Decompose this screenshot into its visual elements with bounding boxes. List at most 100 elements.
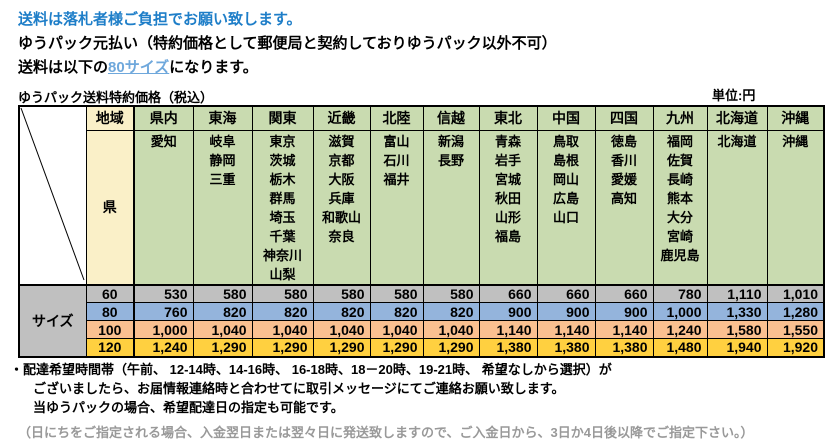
notice-line-yupack: ゆうパック元払い（特約価格として郵便局と契約しておりゆうパック以外不可） xyxy=(18,35,557,52)
prefecture-list: 東京 茨城 栃木 群馬 埼玉 千葉 神奈川 山梨 xyxy=(251,129,314,285)
price-cell: 1,290 xyxy=(369,338,424,357)
notice-size-prefix: 送料は以下の xyxy=(18,59,109,76)
price-cell: 580 xyxy=(422,283,480,303)
prefecture-list: 滋賀 京都 大阪 兵庫 和歌山 奈良 xyxy=(312,129,371,285)
notice-size-suffix: になります。 xyxy=(169,59,258,76)
price-cell: 1,140 xyxy=(478,320,538,339)
price-cell: 1,290 xyxy=(251,338,314,357)
prefecture-list: 福岡 佐賀 長崎 熊本 大分 宮崎 鹿児島 xyxy=(652,129,708,285)
prefecture-list: 沖縄 xyxy=(766,129,825,285)
prefecture-list: 青森 岩手 宮城 秋田 山形 福島 xyxy=(478,129,538,285)
shipping-notice: 送料は落札者様ご負担でお願い致します。 ゆうパック元払い（特約価格として郵便局と… xyxy=(18,8,557,80)
note-line-date-option: 当ゆうパックの場合、希望配達日の指定も可能です。 xyxy=(33,400,344,415)
shipping-price-table: 地域 県内 東海 関東 近畿 北陸 信越 東北 中国 四国 九州 北海道 沖縄 … xyxy=(18,105,825,358)
region-header: 九州 xyxy=(652,105,708,131)
price-cell: 1,330 xyxy=(706,302,768,321)
size-label: 80 xyxy=(85,302,135,321)
prefecture-list: 北海道 xyxy=(706,129,768,285)
price-cell: 900 xyxy=(478,302,538,321)
region-header-row: 地域 県内 東海 関東 近畿 北陸 信越 東北 中国 四国 九州 北海道 沖縄 xyxy=(18,105,825,285)
price-cell: 660 xyxy=(594,283,654,303)
region-header: 信越 xyxy=(422,105,480,131)
region-header: 北海道 xyxy=(706,105,768,131)
price-cell: 820 xyxy=(422,302,480,321)
price-cell: 1,550 xyxy=(766,320,825,339)
price-cell: 660 xyxy=(536,283,596,303)
prefecture-list: 富山 石川 福井 xyxy=(369,129,424,285)
price-cell: 580 xyxy=(192,283,253,303)
size-label: 100 xyxy=(85,320,135,339)
size-row-120: 120 1,240 1,290 1,290 1,290 1,290 1,290 … xyxy=(19,338,825,357)
prefecture-list: 鳥取 島根 岡山 広島 山口 xyxy=(536,129,596,285)
region-header: 四国 xyxy=(594,105,654,131)
price-cell: 1,290 xyxy=(422,338,480,357)
region-header: 関東 xyxy=(251,105,314,131)
corner-diagonal-cell xyxy=(18,105,87,285)
price-cell: 1,480 xyxy=(652,338,708,357)
price-cell: 1,010 xyxy=(766,283,825,303)
region-header: 近畿 xyxy=(312,105,371,131)
notice-line-buyer-pays: 送料は落札者様ご負担でお願い致します。 xyxy=(18,11,302,28)
size-row-60: サイズ 60 530 580 580 580 580 580 660 660 6… xyxy=(18,283,825,357)
region-header: 中国 xyxy=(536,105,596,131)
size-row-100: 100 1,000 1,040 1,040 1,040 1,040 1,040 … xyxy=(19,320,825,339)
price-cell: 1,040 xyxy=(312,320,371,339)
price-cell: 1,240 xyxy=(133,338,194,357)
size-80-link[interactable]: 80サイズ xyxy=(108,59,170,76)
price-cell: 820 xyxy=(312,302,371,321)
notice-line-size: 送料は以下の80サイズになります。 xyxy=(18,56,557,80)
price-cell: 1,000 xyxy=(133,320,194,339)
price-cell: 1,040 xyxy=(422,320,480,339)
price-cell: 1,380 xyxy=(594,338,654,357)
size-label: 60 xyxy=(85,283,135,303)
price-cell: 580 xyxy=(312,283,371,303)
price-cell: 900 xyxy=(594,302,654,321)
price-cell: 900 xyxy=(536,302,596,321)
note-line-timeslots: ・配達希望時間帯（午前、 12-14時、14-16時、 16-18時、18－20… xyxy=(10,362,612,377)
prefecture-list: 愛知 xyxy=(133,129,194,285)
price-cell: 1,040 xyxy=(192,320,253,339)
price-cell: 1,290 xyxy=(312,338,371,357)
price-cell: 1,280 xyxy=(766,302,825,321)
price-cell: 1,290 xyxy=(192,338,253,357)
delivery-notes: ・配達希望時間帯（午前、 12-14時、14-16時、 16-18時、18－20… xyxy=(10,360,753,442)
price-cell: 1,240 xyxy=(652,320,708,339)
price-cell: 780 xyxy=(652,283,708,303)
price-cell: 580 xyxy=(251,283,314,303)
prefecture-list: 徳島 香川 愛媛 高知 xyxy=(594,129,654,285)
price-cell: 1,140 xyxy=(594,320,654,339)
note-line-contact: ございましたら、お届情報連絡時と合わせてに取引メッセージにてご連絡お願い致します… xyxy=(33,381,565,396)
table-title: ゆうパック送料特約価格（税込） xyxy=(18,90,214,105)
price-cell: 580 xyxy=(369,283,424,303)
region-header: 県内 xyxy=(133,105,194,131)
diagonal-line-icon xyxy=(20,107,85,281)
price-cell: 1,940 xyxy=(706,338,768,357)
size-row-80: 80 760 820 820 820 820 820 900 900 900 1… xyxy=(19,302,825,321)
price-cell: 1,380 xyxy=(478,338,538,357)
prefecture-row: 県 愛知 岐阜 静岡 三重 東京 茨城 栃木 群馬 埼玉 千葉 神奈川 山梨 滋… xyxy=(19,129,825,285)
price-cell: 820 xyxy=(251,302,314,321)
price-cell: 1,040 xyxy=(251,320,314,339)
region-header: 北陸 xyxy=(369,105,424,131)
region-row-label: 地域 xyxy=(85,105,135,131)
size-label: 120 xyxy=(85,338,135,357)
price-cell: 1,920 xyxy=(766,338,825,357)
prefecture-row-label: 県 xyxy=(85,129,135,285)
note-line-date-detail: （日にちをご指定される場合、入金翌日または翌々日に発送致しますので、ご入金日から… xyxy=(18,425,754,440)
price-cell: 820 xyxy=(369,302,424,321)
unit-label: 単位:円 xyxy=(712,88,756,103)
price-cell: 1,140 xyxy=(536,320,596,339)
region-header: 沖縄 xyxy=(766,105,825,131)
price-cell: 1,580 xyxy=(706,320,768,339)
price-cell: 760 xyxy=(133,302,194,321)
price-cell: 820 xyxy=(192,302,253,321)
price-cell: 1,110 xyxy=(706,283,768,303)
price-cell: 660 xyxy=(478,283,538,303)
price-cell: 1,040 xyxy=(369,320,424,339)
prefecture-list: 新潟 長野 xyxy=(422,129,480,285)
region-header: 東北 xyxy=(478,105,538,131)
price-cell: 530 xyxy=(133,283,194,303)
region-header: 東海 xyxy=(192,105,253,131)
size-column-label: サイズ xyxy=(18,283,87,357)
